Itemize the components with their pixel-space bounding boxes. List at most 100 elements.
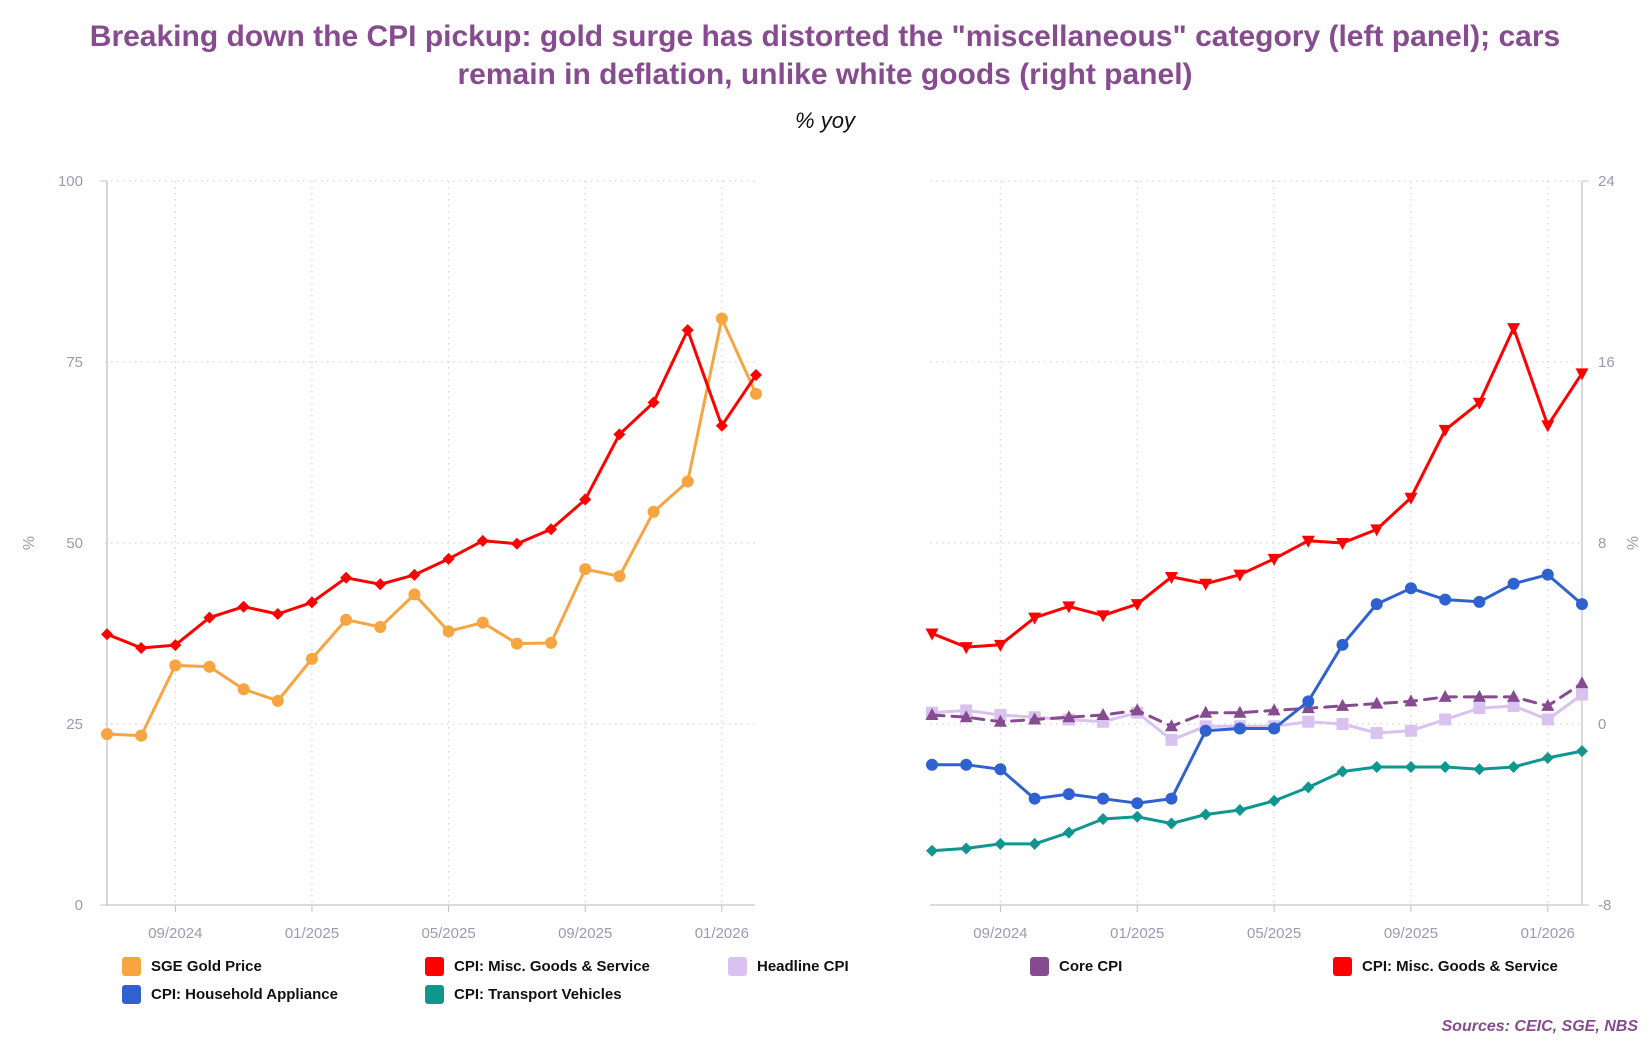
right-series-cpi-transport-vehicles-point: [1576, 745, 1588, 758]
right-series-core-cpi-point: [1096, 707, 1110, 720]
right-series-cpi-misc-goods-service-point: [1028, 612, 1042, 625]
right-series-cpi-transport-vehicles-point: [1473, 763, 1486, 776]
right-series-cpi-transport-vehicles-point: [1507, 760, 1520, 773]
right-series-cpi-transport-vehicles-point: [1302, 781, 1315, 794]
right-series-cpi-misc-goods-service-point: [1438, 424, 1452, 437]
left-series-sge-gold-price-point: [750, 387, 762, 400]
left-series-cpi-misc-goods-service-point: [169, 639, 182, 652]
legend-swatch-gold: [122, 957, 141, 976]
chart-title: Breaking down the CPI pickup: gold surge…: [0, 18, 1650, 94]
chart-title-line-1: Breaking down the CPI pickup: gold surge…: [89, 20, 1561, 53]
right-series-cpi-transport-vehicles-point: [1336, 765, 1349, 778]
legend-item-household-appliance[interactable]: CPI: Household Appliance: [122, 985, 338, 1004]
right-series-cpi-household-appliance-point: [1199, 724, 1212, 737]
left-series-sge-gold-price-point: [135, 729, 148, 742]
left-y-tick-label: 50: [66, 535, 83, 552]
right-series-cpi-household-appliance-point: [1370, 598, 1383, 611]
right-series-cpi-household-appliance-point: [1576, 598, 1588, 611]
left-series-cpi-misc-goods-service-point: [101, 628, 113, 641]
left-series-sge-gold-price-point: [681, 475, 694, 488]
right-series-cpi-household-appliance-point: [1404, 582, 1417, 595]
legend-swatch-headline-cpi: [728, 957, 747, 976]
right-series-core-cpi-point: [1541, 698, 1555, 711]
right-series-cpi-transport-vehicles-point: [1131, 810, 1144, 823]
left-y-axis-title: %: [21, 536, 38, 550]
legend-swatch-transport-vehicles: [425, 985, 444, 1004]
legend-swatch-misc-left: [425, 957, 444, 976]
right-series-cpi-household-appliance-point: [1268, 722, 1281, 735]
right-series-headline-cpi-point: [1576, 688, 1588, 701]
left-x-tick-label: 05/2025: [421, 925, 475, 942]
legend-label-headline-cpi: Headline CPI: [757, 958, 849, 975]
right-series-headline-cpi-point: [1507, 699, 1520, 712]
right-y-tick-label: 8: [1598, 535, 1606, 552]
left-series-sge-gold-price-point: [647, 505, 660, 518]
legend-item-core-cpi[interactable]: Core CPI: [1030, 957, 1122, 976]
left-series-cpi-misc-goods-service-point: [340, 571, 353, 584]
left-series-sge-gold-price-point: [408, 588, 421, 601]
right-series-cpi-misc-goods-service-point: [1062, 601, 1076, 614]
left-series-cpi-misc-goods-service-point: [408, 568, 421, 581]
chart-subtitle: % yoy: [795, 108, 855, 133]
right-series-cpi-household-appliance-point: [1028, 792, 1041, 805]
right-series-cpi-household-appliance-point: [994, 763, 1007, 776]
left-y-tick-label: 25: [66, 716, 83, 733]
left-series-cpi-misc-goods-service: [101, 324, 762, 654]
left-series-cpi-misc-goods-service-point: [476, 534, 489, 547]
right-series-headline-cpi-point: [1302, 715, 1315, 728]
right-y-tick-label: 16: [1598, 354, 1615, 371]
right-series-cpi-transport-vehicles-point: [1233, 803, 1246, 816]
legend-item-misc-left[interactable]: CPI: Misc. Goods & Service: [425, 957, 650, 976]
legend-swatch-household-appliance: [122, 985, 141, 1004]
right-series-cpi-misc-goods-service-point: [1199, 578, 1213, 591]
left-series-sge-gold-price-point: [101, 728, 113, 741]
right-series-cpi-household-appliance-point: [1473, 595, 1486, 608]
legend-label-gold: SGE Gold Price: [151, 958, 262, 975]
right-series-core-cpi-point: [959, 710, 973, 723]
right-series-core-cpi-point: [1267, 703, 1281, 716]
right-series-cpi-transport-vehicles-point: [1404, 760, 1417, 773]
source-note: Sources: CEIC, SGE, NBS: [1441, 1018, 1639, 1035]
left-series-sge-gold-price-point: [442, 625, 455, 638]
left-series-cpi-misc-goods-service-point: [647, 396, 660, 409]
legend-item-misc-right[interactable]: CPI: Misc. Goods & Service: [1333, 957, 1558, 976]
right-series-cpi-misc-goods-service: [925, 323, 1589, 655]
right-series-cpi-household-appliance-point: [926, 758, 938, 771]
right-series-cpi-misc-goods-service-point: [925, 628, 939, 641]
legend-swatch-misc-right: [1333, 957, 1352, 976]
left-series-sge-gold-price-point: [169, 659, 182, 672]
right-series-cpi-transport-vehicles-point: [1268, 794, 1281, 807]
legend-item-gold[interactable]: SGE Gold Price: [122, 957, 262, 976]
right-y-tick-label: -8: [1598, 897, 1611, 914]
left-series-sge-gold-price-point: [476, 616, 489, 629]
right-series-cpi-misc-goods-service-point: [1404, 492, 1418, 505]
right-series-cpi-household-appliance: [926, 568, 1588, 810]
left-series-cpi-misc-goods-service-point: [305, 596, 318, 609]
right-series-cpi-misc-goods-service-point: [1301, 535, 1315, 548]
right-y-tick-label: 24: [1598, 173, 1615, 190]
left-series-sge-gold-price: [101, 312, 762, 742]
right-series-cpi-transport-vehicles-point: [1439, 760, 1452, 773]
right-series-cpi-misc-goods-service-point: [1164, 571, 1178, 584]
right-series-core-cpi-point: [1199, 705, 1213, 718]
legend-item-headline-cpi[interactable]: Headline CPI: [728, 957, 849, 976]
right-series-core-cpi-point: [1575, 676, 1589, 689]
right-series-cpi-misc-goods-service-point: [1233, 569, 1247, 582]
right-series-cpi-household-appliance-point: [1507, 577, 1520, 590]
left-x-tick-label: 09/2025: [558, 925, 612, 942]
right-series-cpi-misc-goods-service-point: [1575, 368, 1589, 381]
legend-item-transport-vehicles[interactable]: CPI: Transport Vehicles: [425, 985, 622, 1004]
right-series-core-cpi-point: [1472, 689, 1486, 702]
right-series-cpi-misc-goods-service-line: [930, 326, 1584, 649]
right-series-core-cpi-point: [1370, 696, 1384, 709]
left-y-tick-label: 75: [66, 354, 83, 371]
left-series-sge-gold-price-point: [545, 636, 558, 649]
right-series-cpi-misc-goods-service-point: [993, 639, 1007, 652]
left-x-tick-label: 01/2025: [285, 925, 339, 942]
right-series-core-cpi-point: [1164, 719, 1178, 732]
left-series-sge-gold-price-line: [105, 317, 758, 738]
left-series-cpi-misc-goods-service-point: [135, 641, 148, 654]
right-series-headline-cpi-point: [1336, 718, 1349, 730]
right-series-cpi-transport-vehicles-point: [1541, 751, 1554, 764]
